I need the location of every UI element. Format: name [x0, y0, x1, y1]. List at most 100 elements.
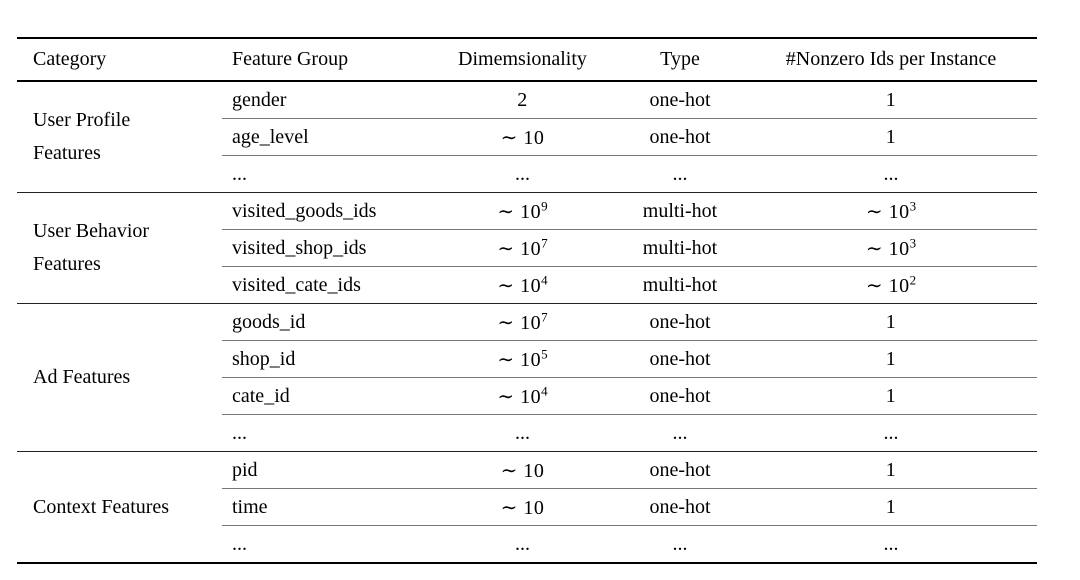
- dimensionality-cell: ∼ 104: [430, 377, 615, 415]
- dimensionality-cell: ...: [430, 525, 615, 564]
- nonzero-cell: ...: [745, 155, 1037, 193]
- table-row: User Behavior Features visited_goods_ids…: [17, 192, 1037, 304]
- dimensionality-cell: ∼ 107: [430, 303, 615, 341]
- dimensionality-cell: ∼ 10: [430, 451, 615, 489]
- nonzero-cell: 1: [745, 488, 1037, 526]
- nonzero-exponent: 2: [909, 271, 917, 287]
- nonzero-cell: 1: [745, 377, 1037, 415]
- nonzero-cell: ∼ 102: [745, 266, 1037, 304]
- column-header-dimensionality: Dimemsionality: [430, 37, 615, 82]
- nonzero-value: 1: [885, 384, 897, 407]
- type-cell: ...: [615, 414, 745, 452]
- type-cell: one-hot: [615, 303, 745, 341]
- dimensionality-exponent: 7: [541, 234, 548, 250]
- feature-group-cell: ...: [222, 525, 430, 564]
- nonzero-cell: ∼ 103: [745, 192, 1037, 230]
- nonzero-value: 1: [885, 458, 897, 481]
- dimensionality-value: ∼ 10: [500, 496, 545, 519]
- dimensionality-cell: ∼ 10: [430, 488, 615, 526]
- dimensionality-value: ∼ 10: [497, 274, 542, 297]
- feature-group-cell: cate_id: [222, 377, 430, 415]
- nonzero-cell: ∼ 103: [745, 229, 1037, 267]
- nonzero-exponent: 3: [909, 197, 917, 213]
- dimensionality-value: ∼ 10: [497, 237, 542, 260]
- feature-group-cell: ...: [222, 414, 430, 452]
- column-header-nonzero-ids: #Nonzero Ids per Instance: [745, 37, 1037, 82]
- dimensionality-exponent: 7: [541, 308, 548, 324]
- nonzero-cell: 1: [745, 451, 1037, 489]
- dimensionality-exponent: 4: [541, 382, 548, 398]
- dimensionality-cell: ∼ 104: [430, 266, 615, 304]
- nonzero-exponent: 3: [909, 234, 917, 250]
- table-row: ... ... ... ...: [17, 155, 1037, 193]
- type-cell: one-hot: [615, 81, 745, 119]
- type-cell: one-hot: [615, 451, 745, 489]
- type-cell: multi-hot: [615, 192, 745, 230]
- feature-group-cell: shop_id: [222, 340, 430, 378]
- feature-group-cell: pid: [222, 451, 430, 489]
- dimensionality-value: ∼ 10: [497, 200, 542, 223]
- dimensionality-cell: ∼ 105: [430, 340, 615, 378]
- nonzero-value: ∼ 10: [865, 200, 910, 223]
- table-row: visited_cate_ids ∼ 104 multi-hot ∼ 102: [17, 266, 1037, 304]
- category-cell-ad-features: Ad Features: [17, 303, 222, 452]
- nonzero-value: ∼ 10: [865, 274, 910, 297]
- feature-group-cell: ...: [222, 155, 430, 193]
- nonzero-value: 1: [885, 88, 897, 111]
- dimensionality-exponent: 9: [541, 197, 548, 213]
- dimensionality-cell: ∼ 10: [430, 118, 615, 156]
- dimensionality-value: ∼ 10: [497, 385, 542, 408]
- type-cell: multi-hot: [615, 229, 745, 267]
- table-row: visited_shop_ids ∼ 107 multi-hot ∼ 103: [17, 229, 1037, 267]
- type-cell: one-hot: [615, 340, 745, 378]
- features-table: Category Feature Group Dimemsionality Ty…: [17, 37, 1037, 564]
- dimensionality-value: ∼ 10: [497, 311, 542, 334]
- nonzero-cell: ...: [745, 525, 1037, 564]
- dimensionality-exponent: 5: [541, 345, 548, 361]
- nonzero-cell: 1: [745, 340, 1037, 378]
- nonzero-value: 1: [885, 347, 897, 370]
- nonzero-cell: 1: [745, 118, 1037, 156]
- dimensionality-cell: 2: [430, 81, 615, 119]
- dimensionality-value: ∼ 10: [497, 348, 542, 371]
- table-row: cate_id ∼ 104 one-hot 1: [17, 377, 1037, 415]
- column-header-category: Category: [17, 37, 222, 82]
- feature-group-cell: time: [222, 488, 430, 526]
- type-cell: one-hot: [615, 118, 745, 156]
- dimensionality-value: 2: [517, 88, 528, 111]
- table-row: Ad Features goods_id ∼ 107 one-hot 1: [17, 303, 1037, 452]
- category-cell-user-behavior: User Behavior Features: [17, 192, 222, 304]
- feature-group-cell: visited_goods_ids: [222, 192, 430, 230]
- nonzero-value: 1: [885, 495, 897, 518]
- table-row: age_level ∼ 10 one-hot 1: [17, 118, 1037, 156]
- category-cell-context-features: Context Features: [17, 451, 222, 564]
- type-cell: one-hot: [615, 377, 745, 415]
- feature-group-cell: gender: [222, 81, 430, 119]
- dimensionality-value: ∼ 10: [500, 459, 545, 482]
- feature-group-cell: visited_cate_ids: [222, 266, 430, 304]
- type-cell: multi-hot: [615, 266, 745, 304]
- feature-group-cell: visited_shop_ids: [222, 229, 430, 267]
- nonzero-cell: ...: [745, 414, 1037, 452]
- table-row: shop_id ∼ 105 one-hot 1: [17, 340, 1037, 378]
- nonzero-value: ∼ 10: [865, 237, 910, 260]
- dimensionality-cell: ∼ 107: [430, 229, 615, 267]
- dimensionality-value: ∼ 10: [500, 126, 545, 149]
- table-row: Context Features pid ∼ 10 one-hot 1: [17, 451, 1037, 564]
- column-header-type: Type: [615, 37, 745, 82]
- category-cell-user-profile: User Profile Features: [17, 81, 222, 193]
- table-row: ... ... ... ...: [17, 414, 1037, 452]
- column-header-feature-group: Feature Group: [222, 37, 430, 82]
- nonzero-cell: 1: [745, 303, 1037, 341]
- dimensionality-exponent: 4: [541, 271, 548, 287]
- nonzero-cell: 1: [745, 81, 1037, 119]
- dimensionality-cell: ∼ 109: [430, 192, 615, 230]
- table-header-row: Category Feature Group Dimemsionality Ty…: [17, 37, 1037, 82]
- nonzero-value: 1: [885, 125, 897, 148]
- table-row: ... ... ... ...: [17, 525, 1037, 564]
- dimensionality-cell: ...: [430, 155, 615, 193]
- dimensionality-cell: ...: [430, 414, 615, 452]
- type-cell: ...: [615, 525, 745, 564]
- feature-group-cell: age_level: [222, 118, 430, 156]
